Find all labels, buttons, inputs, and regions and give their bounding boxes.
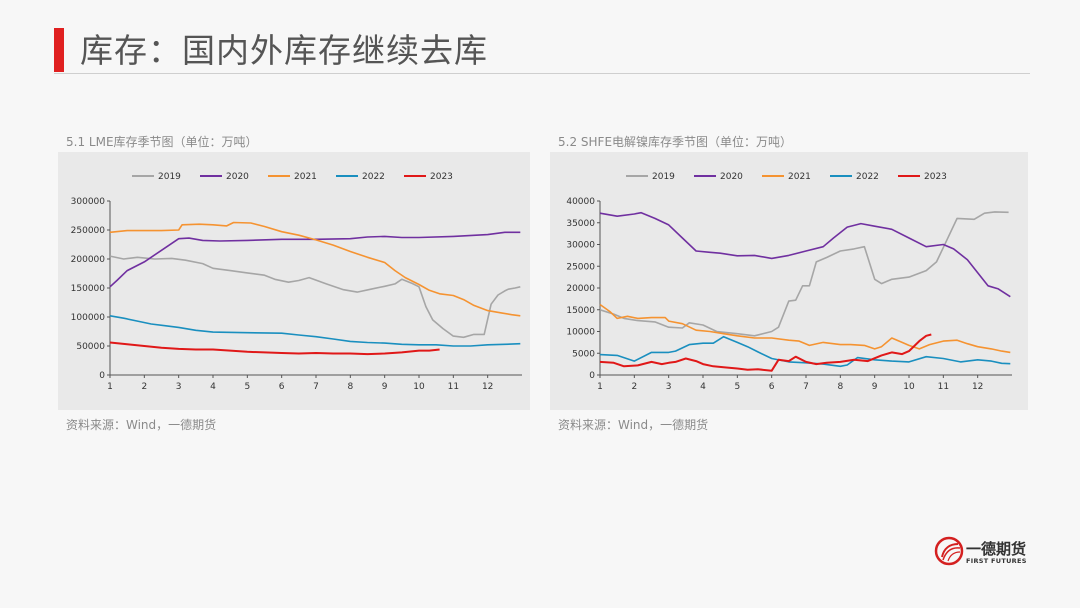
- title-divider: [54, 73, 1030, 74]
- series-line-2019: [599, 211, 1009, 337]
- y-tick-label: 35000: [566, 219, 595, 229]
- x-tick-label: 8: [347, 382, 353, 392]
- logo-emblem-icon: [934, 536, 964, 566]
- legend-label-2022: 2022: [362, 172, 385, 182]
- y-tick-label: 300000: [71, 197, 106, 207]
- x-tick-label: 3: [176, 382, 182, 392]
- series-line-2023: [109, 341, 440, 356]
- series-line-2020: [599, 211, 1011, 298]
- logo-text-en: FIRST FUTURES: [966, 557, 1027, 565]
- x-tick-label: 2: [631, 382, 637, 392]
- series-line-2021: [599, 303, 1011, 354]
- title-accent-bar: [54, 28, 64, 72]
- x-tick-label: 6: [769, 382, 775, 392]
- chart-2-source: 资料来源：Wind，一德期货: [558, 418, 709, 432]
- legend-label-2020: 2020: [226, 172, 249, 182]
- chart-2-shfe-inventory: 0 5000 10000 15000 20000 25000 30000 35000 40000…: [566, 172, 1012, 392]
- series-line-2020: [109, 231, 521, 288]
- x-tick-label: 4: [210, 382, 216, 392]
- legend-label-2019: 2019: [158, 172, 181, 182]
- x-tick-label: 3: [666, 382, 672, 392]
- y-tick-label: 50000: [76, 342, 105, 352]
- x-tick-label: 2: [141, 382, 147, 392]
- series-line-2021: [109, 221, 521, 317]
- x-tick-label: 12: [972, 382, 983, 392]
- series-line-2019: [109, 255, 521, 339]
- y-tick-label: 15000: [566, 306, 595, 316]
- x-tick-label: 9: [382, 382, 388, 392]
- x-tick-label: 7: [803, 382, 809, 392]
- logo-text-cn: 一德期货: [966, 540, 1027, 558]
- y-tick-label: 0: [99, 371, 105, 381]
- legend-label-2020: 2020: [720, 172, 743, 182]
- page-title: 库存：国内外库存继续去库: [80, 31, 488, 70]
- legend-label-2022: 2022: [856, 172, 879, 182]
- y-tick-label: 20000: [566, 284, 595, 294]
- x-tick-label: 5: [734, 382, 740, 392]
- x-tick-label: 10: [413, 382, 425, 392]
- x-tick-label: 10: [903, 382, 915, 392]
- x-tick-label: 1: [107, 382, 113, 392]
- y-tick-label: 40000: [566, 197, 595, 207]
- y-tick-label: 100000: [71, 313, 106, 323]
- y-tick-label: 200000: [71, 255, 106, 265]
- x-tick-label: 9: [872, 382, 878, 392]
- chart-2-panel: 0 5000 10000 15000 20000 25000 30000 35000 40000…: [550, 152, 1028, 410]
- y-tick-label: 10000: [566, 328, 595, 338]
- x-tick-label: 1: [597, 382, 603, 392]
- x-tick-label: 7: [313, 382, 319, 392]
- chart-1-panel: 0 50000 100000 150000 200000 250000 300000 1 2 3 4…: [58, 152, 530, 410]
- y-tick-label: 150000: [71, 284, 106, 294]
- company-logo: 一德期货 FIRST FUTURES: [934, 536, 1034, 570]
- legend-label-2023: 2023: [924, 172, 947, 182]
- x-tick-label: 5: [244, 382, 250, 392]
- y-tick-label: 5000: [572, 349, 595, 359]
- series-line-2022: [109, 315, 521, 347]
- series-line-2022: [599, 335, 1011, 368]
- legend-label-2021: 2021: [788, 172, 811, 182]
- chart-1-source: 资料来源：Wind，一德期货: [66, 418, 217, 432]
- x-tick-label: 4: [700, 382, 706, 392]
- y-tick-label: 0: [589, 371, 595, 381]
- x-tick-label: 8: [837, 382, 843, 392]
- x-tick-label: 6: [279, 382, 285, 392]
- chart-1-title: 5.1 LME库存季节图（单位：万吨）: [66, 135, 258, 149]
- y-tick-label: 30000: [566, 241, 595, 251]
- x-tick-label: 11: [938, 382, 949, 392]
- series-line-2023: [599, 333, 932, 372]
- legend-label-2023: 2023: [430, 172, 453, 182]
- y-tick-label: 25000: [566, 262, 595, 272]
- legend-label-2021: 2021: [294, 172, 317, 182]
- x-tick-label: 12: [482, 382, 493, 392]
- x-tick-label: 11: [448, 382, 459, 392]
- y-tick-label: 250000: [71, 226, 106, 236]
- legend-label-2019: 2019: [652, 172, 675, 182]
- chart-2-title: 5.2 SHFE电解镍库存季节图（单位：万吨）: [558, 135, 793, 149]
